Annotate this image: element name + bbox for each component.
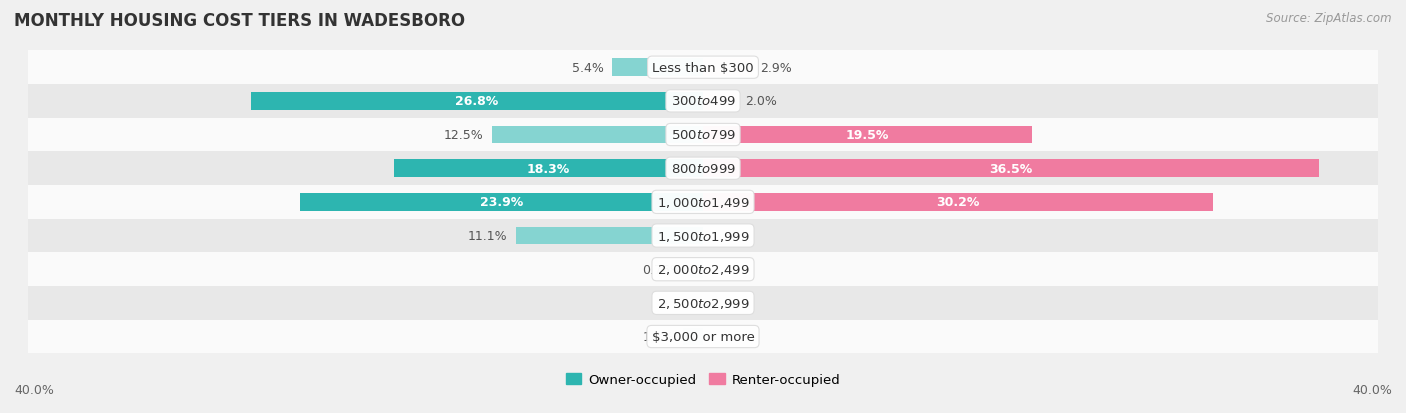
FancyBboxPatch shape xyxy=(28,85,1378,119)
Bar xyxy=(516,227,703,244)
Bar xyxy=(703,59,752,77)
Text: 18.3%: 18.3% xyxy=(527,162,571,175)
Bar xyxy=(492,126,703,144)
Text: 2.0%: 2.0% xyxy=(745,95,778,108)
FancyBboxPatch shape xyxy=(28,253,1378,286)
Text: 40.0%: 40.0% xyxy=(14,384,53,396)
Text: 26.8%: 26.8% xyxy=(456,95,499,108)
Text: 19.5%: 19.5% xyxy=(846,129,889,142)
Text: Less than $300: Less than $300 xyxy=(652,62,754,74)
Text: 30.2%: 30.2% xyxy=(936,196,980,209)
Text: 40.0%: 40.0% xyxy=(1353,384,1392,396)
Text: 12.5%: 12.5% xyxy=(444,129,484,142)
Bar xyxy=(690,261,703,278)
FancyBboxPatch shape xyxy=(28,185,1378,219)
FancyBboxPatch shape xyxy=(28,51,1378,85)
Text: $3,000 or more: $3,000 or more xyxy=(651,330,755,343)
FancyBboxPatch shape xyxy=(28,119,1378,152)
Text: 2.9%: 2.9% xyxy=(761,62,792,74)
Text: $1,000 to $1,499: $1,000 to $1,499 xyxy=(657,195,749,209)
Text: 36.5%: 36.5% xyxy=(990,162,1032,175)
Bar xyxy=(394,160,703,178)
Bar xyxy=(683,328,703,345)
Text: $800 to $999: $800 to $999 xyxy=(671,162,735,175)
Text: $1,500 to $1,999: $1,500 to $1,999 xyxy=(657,229,749,243)
Text: MONTHLY HOUSING COST TIERS IN WADESBORO: MONTHLY HOUSING COST TIERS IN WADESBORO xyxy=(14,12,465,30)
FancyBboxPatch shape xyxy=(28,320,1378,354)
Text: 1.2%: 1.2% xyxy=(643,330,675,343)
Bar xyxy=(250,93,703,110)
FancyBboxPatch shape xyxy=(28,286,1378,320)
Text: 0.76%: 0.76% xyxy=(643,263,682,276)
Text: $300 to $499: $300 to $499 xyxy=(671,95,735,108)
Legend: Owner-occupied, Renter-occupied: Owner-occupied, Renter-occupied xyxy=(560,368,846,392)
FancyBboxPatch shape xyxy=(28,152,1378,185)
Text: 11.1%: 11.1% xyxy=(468,230,508,242)
Text: Source: ZipAtlas.com: Source: ZipAtlas.com xyxy=(1267,12,1392,25)
Text: $2,000 to $2,499: $2,000 to $2,499 xyxy=(657,263,749,277)
Bar xyxy=(703,93,737,110)
Bar xyxy=(703,160,1319,178)
Text: 23.9%: 23.9% xyxy=(479,196,523,209)
Bar xyxy=(703,194,1212,211)
FancyBboxPatch shape xyxy=(28,219,1378,253)
Text: 5.4%: 5.4% xyxy=(572,62,603,74)
Text: $500 to $799: $500 to $799 xyxy=(671,129,735,142)
Bar xyxy=(703,126,1032,144)
Text: $2,500 to $2,999: $2,500 to $2,999 xyxy=(657,296,749,310)
Bar xyxy=(299,194,703,211)
Bar xyxy=(612,59,703,77)
